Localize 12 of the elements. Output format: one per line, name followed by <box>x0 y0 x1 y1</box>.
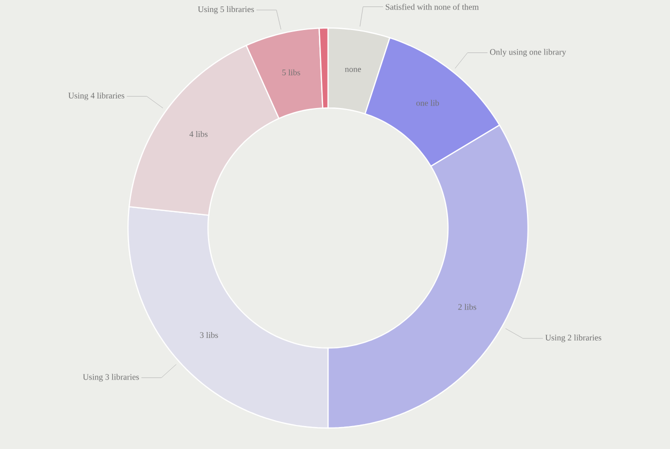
text: one lib <box>416 100 439 106</box>
text: 5 libs <box>282 69 300 76</box>
text: 3 libs <box>200 332 218 338</box>
text: 4 libs <box>189 130 208 137</box>
slice-label: Using 4 libraries <box>68 92 124 100</box>
text: 2 libs <box>458 304 476 310</box>
slice-label: Using 2 libraries <box>545 334 602 342</box>
text: none <box>344 68 361 72</box>
slice-label: Satisfied with none of them <box>386 4 479 10</box>
slice-label: Only using one library <box>490 48 566 57</box>
slice-label: Using 5 libraries <box>198 6 254 14</box>
slice-label: Using 3 libraries <box>82 374 139 382</box>
